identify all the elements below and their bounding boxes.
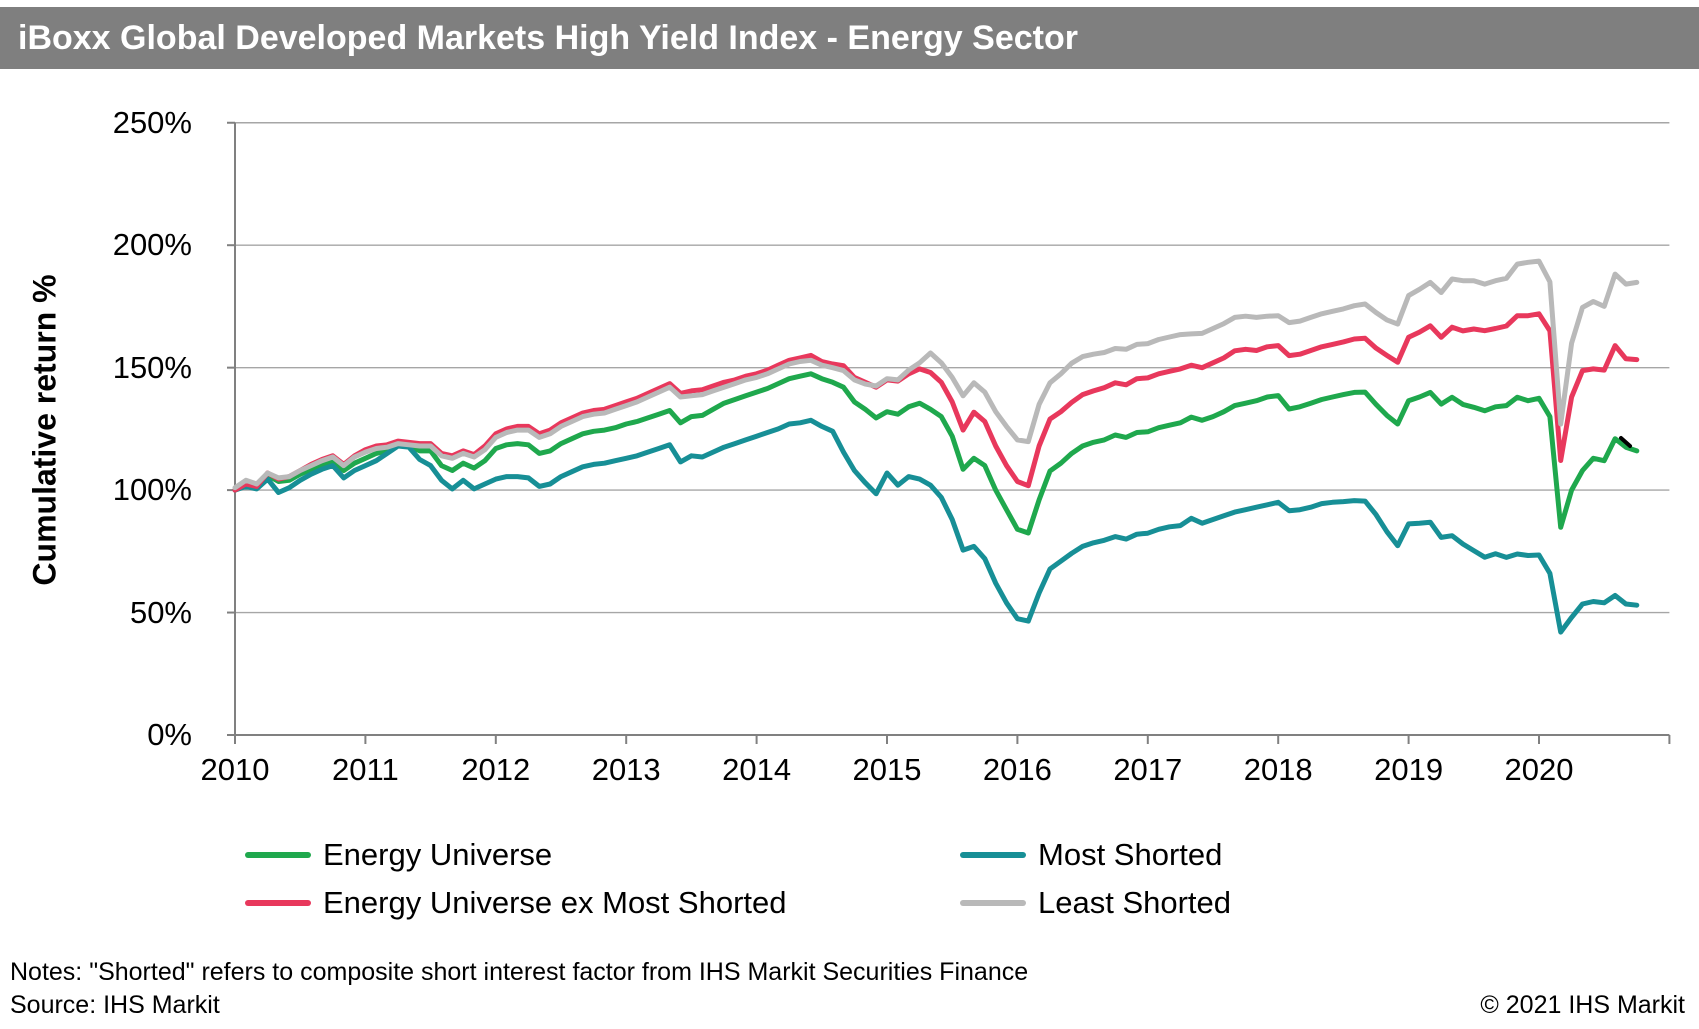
- legend-swatch-most-shorted: [960, 852, 1026, 858]
- legend-swatch-least-shorted: [960, 900, 1026, 906]
- legend-label-most-shorted: Most Shorted: [1038, 837, 1223, 872]
- chart-title-bar: iBoxx Global Developed Markets High Yiel…: [0, 7, 1699, 69]
- x-tick-label-2016: 2016: [982, 752, 1052, 787]
- x-tick-label-2017: 2017: [1113, 752, 1183, 787]
- x-tick-label-2013: 2013: [591, 752, 661, 787]
- series-line-energy-universe: [232, 371, 1640, 536]
- legend-label-energy-universe-ex-most-shorted: Energy Universe ex Most Shorted: [323, 885, 787, 920]
- legend-label-energy-universe: Energy Universe: [323, 837, 553, 872]
- series-line-most-shorted: [232, 417, 1640, 635]
- legend-swatch-energy-universe: [245, 852, 311, 858]
- chart-legend: Energy Universe Most Shorted Energy Univer…: [245, 836, 1231, 922]
- series-line-energy-universe-ex-most-shorted: [232, 311, 1640, 493]
- x-tick-label-2018: 2018: [1243, 752, 1313, 787]
- chart-title: iBoxx Global Developed Markets High Yiel…: [18, 19, 1078, 57]
- y-tick-label-50: 50%: [129, 594, 192, 630]
- notes-text: Notes: "Shorted" refers to composite sho…: [10, 958, 1029, 986]
- x-tick-label-2020: 2020: [1504, 752, 1574, 787]
- legend-item-most-shorted: Most Shorted: [960, 836, 1231, 874]
- x-tick-label-2019: 2019: [1374, 752, 1444, 787]
- legend-item-energy-universe-ex-most-shorted: Energy Universe ex Most Shorted: [245, 884, 960, 922]
- y-tick-label-0: 0%: [147, 717, 192, 752]
- source-text: Source: IHS Markit: [10, 991, 220, 1019]
- y-tick-label-200: 200%: [112, 227, 192, 263]
- y-tick-label-250: 250%: [112, 104, 192, 140]
- copyright-text: © 2021 IHS Markit: [1480, 991, 1685, 1019]
- legend-item-energy-universe: Energy Universe: [245, 836, 960, 874]
- stray-tick-mark: [1619, 436, 1632, 448]
- y-tick-label-150: 150%: [112, 349, 192, 385]
- series-line-least-shorted: [232, 258, 1640, 491]
- legend-item-least-shorted: Least Shorted: [960, 884, 1231, 922]
- x-tick-label-2011: 2011: [332, 752, 399, 787]
- legend-swatch-energy-universe-ex-most-shorted: [245, 900, 311, 906]
- y-tick-label-100: 100%: [112, 472, 192, 508]
- x-tick-label-2012: 2012: [461, 752, 531, 787]
- x-tick-label-2014: 2014: [722, 752, 792, 787]
- legend-label-least-shorted: Least Shorted: [1038, 885, 1232, 920]
- x-tick-label-2015: 2015: [852, 752, 922, 787]
- x-tick-label-2010: 2010: [200, 752, 270, 787]
